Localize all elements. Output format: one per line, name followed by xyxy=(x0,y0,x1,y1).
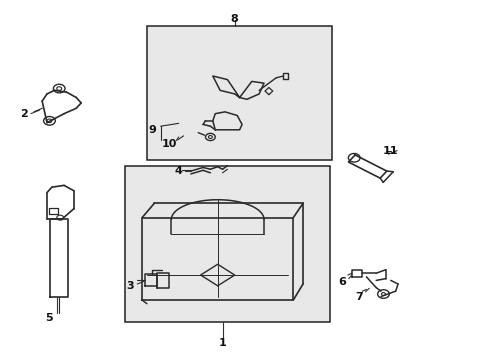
Bar xyxy=(125,166,329,321)
Text: 6: 6 xyxy=(337,277,345,287)
Bar xyxy=(147,26,331,160)
Text: 2: 2 xyxy=(20,109,28,119)
Text: 8: 8 xyxy=(230,14,238,24)
Text: 1: 1 xyxy=(218,338,226,348)
Text: 7: 7 xyxy=(354,292,362,302)
Text: 4: 4 xyxy=(174,166,182,176)
Text: 5: 5 xyxy=(45,313,53,323)
Text: 10: 10 xyxy=(161,139,176,149)
Text: 3: 3 xyxy=(126,281,133,291)
Text: 11: 11 xyxy=(382,146,398,156)
Text: 9: 9 xyxy=(147,125,156,135)
